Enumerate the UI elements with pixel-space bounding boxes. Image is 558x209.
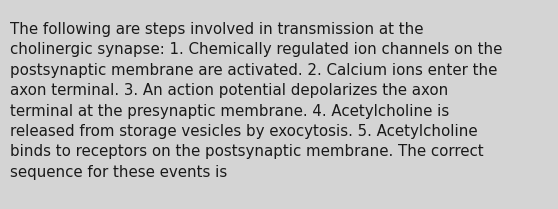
Text: The following are steps involved in transmission at the
cholinergic synapse: 1. : The following are steps involved in tran… <box>10 22 502 180</box>
